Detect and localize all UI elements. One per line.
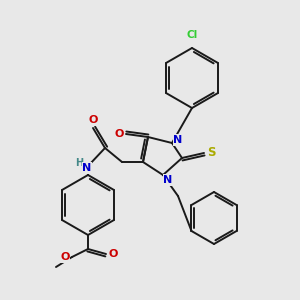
- Text: N: N: [173, 135, 183, 145]
- Text: N: N: [82, 163, 91, 173]
- Text: O: O: [88, 115, 98, 125]
- Text: S: S: [207, 146, 215, 160]
- Text: O: O: [114, 129, 124, 139]
- Text: N: N: [164, 175, 172, 185]
- Text: O: O: [108, 249, 118, 259]
- Text: O: O: [60, 252, 70, 262]
- Text: Cl: Cl: [186, 30, 198, 40]
- Text: H: H: [75, 158, 83, 168]
